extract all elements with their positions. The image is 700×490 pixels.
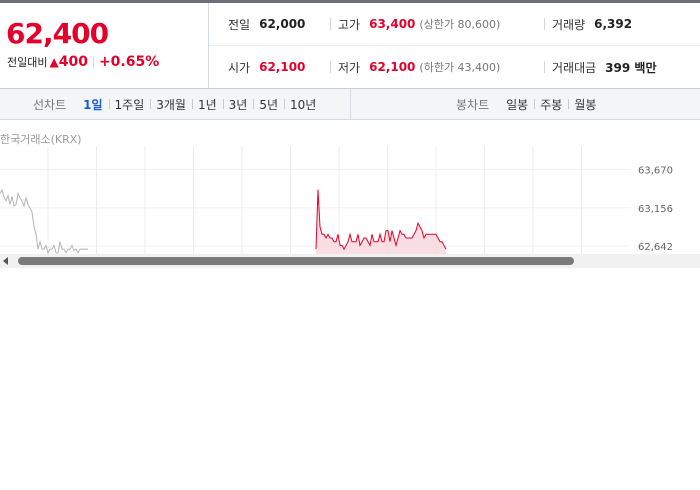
top-border [0, 0, 700, 3]
stat-label: 거래대금 [552, 60, 597, 75]
stat-divider [330, 18, 331, 30]
price-chart: 63,670 63,156 62,642 [0, 146, 700, 258]
tab-10y[interactable]: 10년 [284, 96, 322, 113]
stat-label: 저가 [338, 60, 361, 75]
tab-1y[interactable]: 1년 [191, 96, 223, 113]
tab-daily[interactable]: 일봉 [506, 97, 529, 112]
tabs-divider [350, 89, 351, 119]
chart-scrollbar[interactable] [0, 254, 700, 268]
chart-period-tabs: 선차트 1일 1주일 3개월 1년 3년 5년 10년 봉차트 일봉 주봉 월봉 [0, 89, 700, 120]
line-chart-label: 선차트 [33, 97, 67, 112]
data-source: 한국거래소(KRX) [0, 133, 82, 146]
stat-value: 6,392 [594, 17, 633, 31]
tab-1d[interactable]: 1일 [83, 97, 103, 112]
up-triangle-icon: ▲ [49, 55, 59, 69]
tab-weekly[interactable]: 주봉 [534, 96, 568, 113]
change-percent: +0.65% [98, 54, 160, 70]
tab-5y[interactable]: 5년 [253, 96, 284, 113]
series-area [316, 189, 446, 258]
stats-grid: 전일 62,000 고가 63,400 (상한가 80,600) 거래량 6,3… [209, 3, 700, 88]
price-chart-svg: 63,670 63,156 62,642 [0, 146, 673, 258]
current-price: 62,400 [6, 17, 109, 50]
change-amount: 400 [58, 54, 88, 70]
stat-limit: (하한가 43,400) [419, 61, 501, 74]
tab-3m[interactable]: 3개월 [150, 96, 192, 113]
scroll-thumb[interactable] [18, 257, 574, 265]
tab-1w[interactable]: 1주일 [108, 96, 151, 113]
stat-high: 고가 63,400 (상한가 80,600) [330, 3, 500, 45]
stat-value: 399 백만 [605, 60, 657, 75]
stat-trade-value: 거래대금 399 백만 [544, 46, 656, 88]
change-label: 전일대비 [7, 56, 48, 69]
candle-chart-label: 봉차트 [456, 97, 490, 112]
stat-divider [330, 61, 331, 73]
stat-limit: (상한가 80,600) [419, 18, 501, 31]
line-chart-tabs: 선차트 1일 1주일 3개월 1년 3년 5년 10년 [33, 89, 322, 119]
stat-value: 62,100 [259, 60, 306, 74]
stat-value: 63,400 [369, 17, 416, 31]
y-tick-label: 63,670 [638, 166, 673, 177]
price-box: 62,400 전일대비 ▲ 400 +0.65% [0, 3, 209, 88]
tab-monthly[interactable]: 월봉 [568, 96, 602, 113]
quote-panel: 62,400 전일대비 ▲ 400 +0.65% 전일 62,000 고가 63… [0, 3, 700, 89]
stat-prev-close: 전일 62,000 [228, 3, 305, 45]
scroll-left-arrow-icon[interactable] [3, 257, 8, 265]
tab-3y[interactable]: 3년 [222, 96, 254, 113]
stats-row: 시가 62,100 저가 62,100 (하한가 43,400) 거래대금 39… [209, 46, 700, 88]
stat-label: 거래량 [552, 17, 586, 32]
stat-label: 시가 [228, 60, 251, 75]
series-line [0, 188, 88, 255]
series-line [315, 189, 447, 251]
stats-row: 전일 62,000 고가 63,400 (상한가 80,600) 거래량 6,3… [209, 3, 700, 46]
y-tick-label: 62,642 [638, 242, 673, 253]
stat-value: 62,000 [259, 17, 306, 31]
candle-chart-tabs: 봉차트 일봉 주봉 월봉 [456, 89, 602, 119]
stat-open: 시가 62,100 [228, 46, 305, 88]
y-tick-label: 63,156 [638, 204, 673, 215]
change-separator [92, 56, 94, 68]
stat-label: 전일 [228, 17, 251, 32]
stat-divider [544, 61, 545, 73]
change-info: 전일대비 ▲ 400 +0.65% [7, 54, 159, 70]
stat-volume: 거래량 6,392 [544, 3, 632, 45]
stat-value: 62,100 [369, 60, 416, 74]
stat-label: 고가 [338, 17, 361, 32]
stat-low: 저가 62,100 (하한가 43,400) [330, 46, 500, 88]
stat-divider [544, 18, 545, 30]
